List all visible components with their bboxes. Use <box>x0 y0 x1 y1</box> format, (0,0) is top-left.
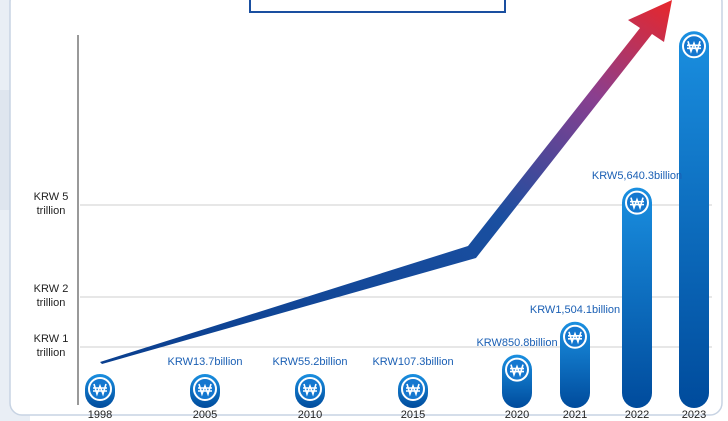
value-label: KRW1,504.1billion <box>529 303 621 316</box>
coin <box>193 377 217 401</box>
won-coin <box>625 190 649 215</box>
coin <box>505 357 529 382</box>
x-tick-label: 1998 <box>87 409 113 421</box>
x-tick-label: 2021 <box>562 409 588 421</box>
coin <box>682 34 706 59</box>
x-tick-label: 2020 <box>504 409 530 421</box>
won-sign <box>406 383 420 397</box>
won-coin <box>88 377 112 401</box>
coin <box>563 324 587 349</box>
coin <box>298 377 322 401</box>
won-sign <box>687 41 701 54</box>
y-tick-label: KRW 2 trillion <box>33 283 69 309</box>
coin <box>88 377 112 401</box>
won-coin <box>193 377 217 401</box>
won-coin <box>682 34 706 59</box>
bar <box>679 31 709 409</box>
won-coin <box>563 324 587 349</box>
won-sign <box>93 383 107 397</box>
coin <box>625 190 649 215</box>
value-label: KRW5,640.3billion <box>591 169 683 182</box>
y-tick-label: KRW 1 trillion <box>33 333 69 359</box>
won-coin <box>298 377 322 401</box>
value-label: KRW850.8billion <box>476 336 558 349</box>
x-tick-label: 2005 <box>192 409 218 421</box>
y-tick-label: KRW 5 trillion <box>33 191 69 217</box>
x-tick-label: 2010 <box>297 409 323 421</box>
won-sign <box>510 364 524 378</box>
value-label: KRW107.3billion <box>372 356 454 368</box>
won-coin <box>505 357 529 382</box>
won-sign <box>303 383 317 397</box>
x-tick-label: 2022 <box>624 409 650 421</box>
won-sign <box>568 331 582 345</box>
bar <box>622 187 652 408</box>
won-sign <box>630 197 644 211</box>
value-label: KRW13.7billion <box>167 356 243 368</box>
x-tick-label: 2015 <box>400 409 426 421</box>
won-sign <box>198 383 212 397</box>
x-tick-label: 2023 <box>681 409 707 421</box>
card <box>9 0 723 416</box>
title-box <box>249 0 506 13</box>
value-label: KRW55.2billion <box>272 356 348 368</box>
won-coin <box>401 377 425 401</box>
coin <box>401 377 425 401</box>
